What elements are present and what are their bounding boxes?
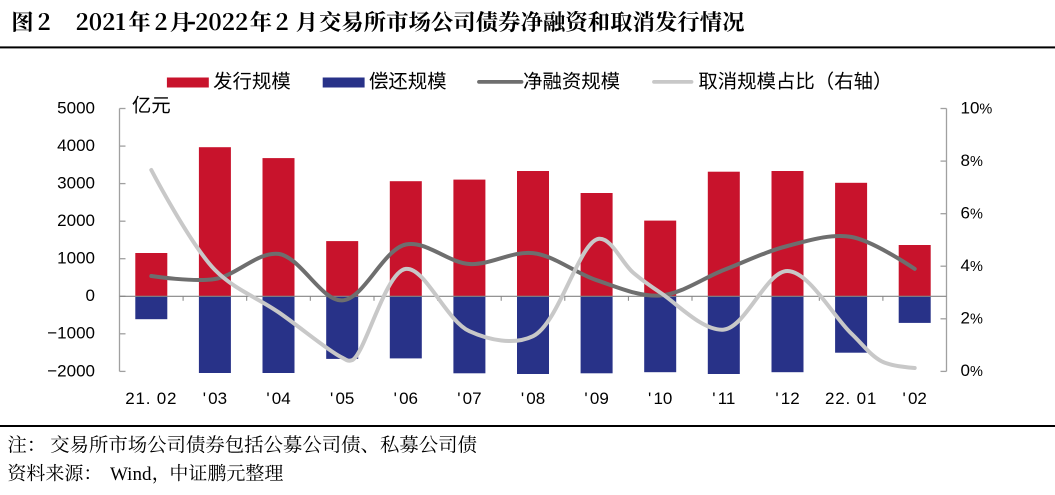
svg-text:'12: ' 12 [775,389,799,408]
svg-text:−1000: −1000 [47,324,95,343]
svg-text:'08: ' 08 [521,389,545,408]
svg-text:1000: 1000 [57,249,95,268]
svg-text:'03: ' 03 [203,389,227,408]
svg-text:5000: 5000 [57,98,95,117]
svg-text:−2000: −2000 [47,361,95,380]
svg-text:'07: ' 07 [457,389,481,408]
svg-text:0: 0 [86,286,95,305]
svg-text:4%: 4% [961,256,983,275]
svg-text:3000: 3000 [57,174,95,193]
svg-text:10%: 10% [961,98,993,117]
svg-text:'11: ' 11 [712,389,735,408]
svg-text:'04: ' 04 [266,389,290,408]
svg-text:4000: 4000 [57,136,95,155]
svg-text:'10: ' 10 [648,389,672,408]
svg-text:'06: ' 06 [394,389,418,408]
svg-text:'09: ' 09 [584,389,608,408]
svg-text:6%: 6% [961,204,983,223]
svg-text:2%: 2% [961,309,983,328]
svg-text:8%: 8% [961,151,983,170]
svg-text:22. 01: 22. 01 [825,389,877,408]
svg-text:Wind: Wind [110,464,152,485]
svg-text:'05: ' 05 [330,389,354,408]
svg-text:'02: ' 02 [903,389,927,408]
svg-text:0%: 0% [961,361,983,380]
svg-text:2000: 2000 [57,211,95,230]
svg-text:21. 02: 21. 02 [125,389,177,408]
